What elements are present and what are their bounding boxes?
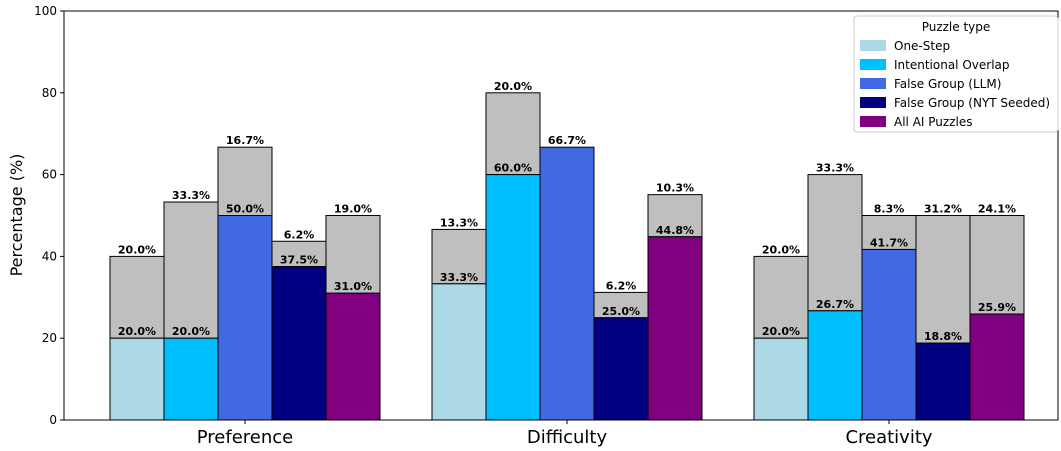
bar-base-segment [217, 215, 273, 421]
data-label-upper: 19.0% [334, 203, 372, 216]
data-label-upper: 33.3% [172, 189, 210, 202]
legend-items: One-Step Intentional Overlap False Group (… [860, 39, 1050, 129]
data-label-upper: 10.3% [656, 182, 694, 195]
data-label-base: 50.0% [226, 203, 264, 216]
legend-swatch [860, 40, 886, 51]
legend-label: False Group (NYT Seeded) [894, 96, 1050, 110]
bar-base-segment [647, 236, 703, 421]
axes-layer: 0 20 40 60 80 100 Preference Difficulty Creativi… [34, 4, 1059, 448]
bar-base-segment [807, 310, 863, 421]
data-label-upper: 24.1% [978, 203, 1016, 216]
bar-base-segment [163, 337, 219, 421]
bar-base-segment [271, 266, 327, 421]
data-label-base: 37.5% [280, 254, 318, 267]
legend-swatch [860, 116, 886, 127]
bar-base-segment [593, 317, 649, 421]
bars-layer [109, 92, 1025, 421]
data-label-upper: 6.2% [606, 279, 637, 292]
data-label-base: 18.8% [924, 330, 962, 343]
bar-upper-segment [915, 215, 971, 344]
legend: Puzzle type One-Step Intentional Overlap F… [853, 15, 1059, 133]
bar-upper-segment [271, 240, 327, 268]
bar-upper-segment [109, 255, 165, 339]
bar-upper-segment [163, 201, 219, 339]
bar-upper-segment [969, 215, 1025, 315]
legend-title: Puzzle type [922, 20, 991, 34]
data-label-upper: 8.3% [874, 203, 905, 216]
data-label-base: 20.0% [762, 325, 800, 338]
data-label-upper: 31.2% [924, 203, 962, 216]
data-label-base: 20.0% [118, 325, 156, 338]
data-label-base: 44.8% [656, 224, 694, 237]
data-label-base: 25.0% [602, 305, 640, 318]
data-label-base: 41.7% [870, 236, 908, 249]
bar-base-segment [539, 146, 595, 421]
y-tick-label: 20 [42, 331, 57, 345]
x-category-label: Preference [197, 427, 294, 448]
x-category-label: Creativity [845, 427, 932, 448]
bar-upper-segment [431, 228, 487, 285]
labels-layer: 20.0% 20.0% 33.3% 13.3% 20.0% 20.0% 20.0% 33.3%… [118, 80, 1016, 343]
data-label-base: 33.3% [440, 271, 478, 284]
bar-upper-segment [807, 174, 863, 312]
bar-base-segment [109, 337, 165, 421]
bar-base-segment [915, 342, 971, 421]
data-label-base: 66.7% [548, 134, 586, 147]
data-label-upper: 16.7% [226, 134, 264, 147]
data-label-base: 26.7% [816, 298, 854, 311]
bar-upper-segment [593, 291, 649, 319]
legend-box [853, 15, 1059, 133]
data-label-upper: 6.2% [284, 228, 315, 241]
bar-upper-segment [861, 215, 917, 250]
x-category-label: Difficulty [527, 427, 608, 448]
bar-base-segment [485, 174, 541, 421]
bar-base-segment [969, 313, 1025, 421]
y-tick-label: 60 [42, 168, 57, 182]
y-tick-label: 100 [34, 4, 57, 18]
legend-label: False Group (LLM) [894, 77, 1001, 91]
data-label-base: 31.0% [334, 280, 372, 293]
data-label-upper: 20.0% [494, 80, 532, 93]
y-tick-label: 0 [49, 413, 57, 427]
legend-swatch [860, 78, 886, 89]
legend-label: All AI Puzzles [894, 115, 972, 129]
y-axis-title: Percentage (%) [7, 154, 26, 277]
data-label-upper: 13.3% [440, 216, 478, 229]
y-tick-label: 40 [42, 249, 57, 263]
legend-swatch [860, 59, 886, 70]
data-label-base: 25.9% [978, 301, 1016, 314]
data-label-upper: 20.0% [118, 243, 156, 256]
data-label-base: 20.0% [172, 325, 210, 338]
data-label-upper: 33.3% [816, 162, 854, 175]
legend-label: Intentional Overlap [894, 58, 1010, 72]
bar-base-segment [861, 248, 917, 421]
legend-swatch [860, 97, 886, 108]
bar-upper-segment [647, 194, 703, 238]
bar-upper-segment [325, 215, 381, 294]
data-label-upper: 20.0% [762, 243, 800, 256]
bar-base-segment [325, 292, 381, 421]
plot-frame [63, 10, 1059, 421]
bar-base-segment [753, 337, 809, 421]
bar-base-segment [431, 283, 487, 421]
data-label-base: 60.0% [494, 162, 532, 175]
legend-label: One-Step [894, 39, 950, 53]
y-tick-label: 80 [42, 86, 57, 100]
